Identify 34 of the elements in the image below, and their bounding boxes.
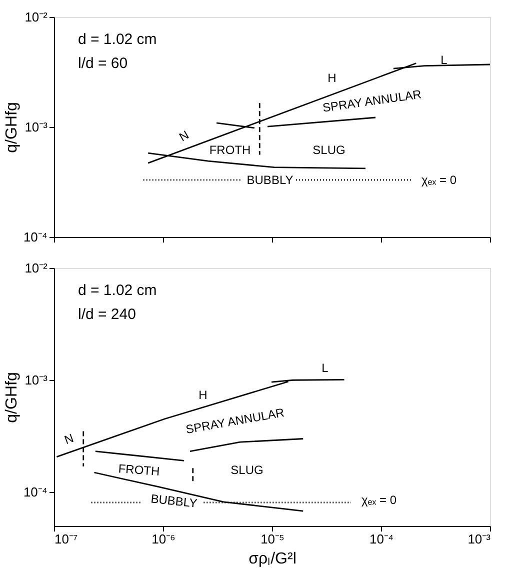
- x-tick-label: 10⁻⁵: [260, 532, 284, 546]
- y-tick-label: 10⁻²: [24, 260, 48, 276]
- x-tick-label: 10⁻⁴: [369, 532, 394, 546]
- x-tick-label: 10⁻⁷: [54, 532, 78, 546]
- y-tick-label: 10⁻⁴: [23, 230, 48, 244]
- annotation: SPRAY ANNULAR: [322, 87, 423, 115]
- annotation: BUBBLY: [150, 492, 198, 510]
- annotation: L: [322, 361, 329, 375]
- annotation: N: [176, 128, 192, 144]
- annotation: FROTH: [118, 462, 160, 478]
- y-axis-title: q/GHfg: [3, 102, 20, 153]
- annotation: BUBBLY: [246, 173, 294, 187]
- y-tick-label: 10⁻²: [24, 10, 48, 24]
- annotation: d = 1.02 cm: [78, 282, 157, 299]
- annotation: χₑₓ = 0: [361, 493, 397, 507]
- annotation: χₑₓ = 0: [421, 173, 457, 187]
- annotation: H: [198, 388, 208, 402]
- y-tick-label: 10⁻³: [24, 120, 48, 134]
- x-tick-label: 10⁻³: [468, 532, 492, 546]
- annotation: SLUG: [230, 463, 264, 477]
- annotation: l/d = 60: [78, 55, 128, 72]
- annotation: FROTH: [209, 143, 251, 157]
- x-tick-label: 10⁻⁶: [152, 532, 176, 546]
- x-axis-title: σρₗ/G²l: [248, 550, 296, 568]
- annotation: L: [440, 53, 448, 67]
- annotation: l/d = 240: [78, 306, 136, 323]
- annotation: H: [328, 71, 336, 85]
- y-axis-title: q/GHfg: [3, 372, 20, 423]
- annotation: SPRAY ANNULAR: [184, 405, 286, 437]
- y-tick-label: 10⁻⁴: [23, 484, 48, 500]
- annotation: N: [62, 430, 76, 448]
- annotation: d = 1.02 cm: [78, 31, 157, 48]
- annotation: SLUG: [312, 143, 346, 157]
- y-tick-label: 10⁻³: [24, 372, 48, 388]
